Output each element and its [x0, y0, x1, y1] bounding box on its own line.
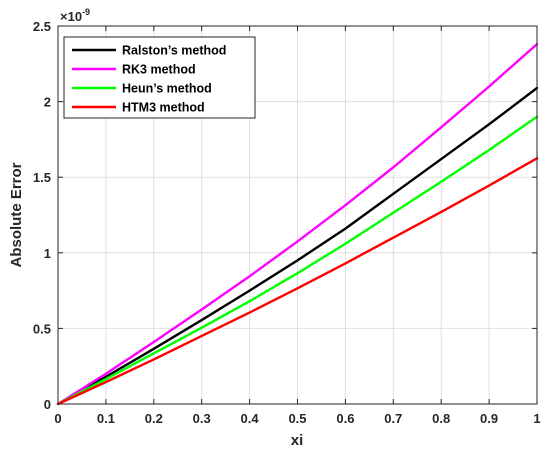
x-tick-label: 0.2 [145, 411, 163, 426]
legend-label: HTM3 method [122, 101, 205, 115]
legend-label: Ralston’s method [122, 44, 226, 58]
x-tick-label: 0.8 [432, 411, 450, 426]
y-axis-label: Absolute Error [8, 162, 25, 267]
y-tick-label: 1.5 [33, 170, 51, 185]
x-tick-label: 0.6 [336, 411, 354, 426]
x-tick-label: 0.1 [97, 411, 115, 426]
series-line [56, 157, 539, 406]
exponent-label: ×10-9 [60, 7, 90, 24]
y-tick-label: 2 [44, 95, 51, 110]
legend-label: Heun’s method [122, 82, 212, 96]
x-tick-label: 0 [54, 411, 61, 426]
legend: Ralston’s method RK3 method Heun’s method H… [63, 36, 256, 119]
x-tick-label: 1 [533, 411, 540, 426]
ticks [57, 25, 538, 405]
y-tick-label: 0 [44, 397, 51, 412]
y-tick-label: 2.5 [33, 19, 51, 34]
x-tick-label: 0.7 [384, 411, 402, 426]
x-tick-label: 0.9 [480, 411, 498, 426]
x-tick-label: 0.4 [241, 411, 260, 426]
x-tick-label: 0.5 [288, 411, 306, 426]
y-tick-label: 1 [44, 246, 51, 261]
y-tick-label: 0.5 [33, 321, 51, 336]
tick-labels: 0 0.1 0.2 0.3 0.4 0.5 0.6 0.7 0.8 0.9 1 0 0.5 1 1.5 2 2.… [33, 19, 541, 426]
series-layer [56, 42, 539, 406]
series-line [56, 86, 539, 406]
x-axis-label: xi [291, 432, 304, 449]
series-line [56, 42, 539, 406]
legend-label: RK3 method [122, 63, 196, 77]
x-tick-label: 0.3 [193, 411, 211, 426]
series-line [56, 115, 539, 406]
